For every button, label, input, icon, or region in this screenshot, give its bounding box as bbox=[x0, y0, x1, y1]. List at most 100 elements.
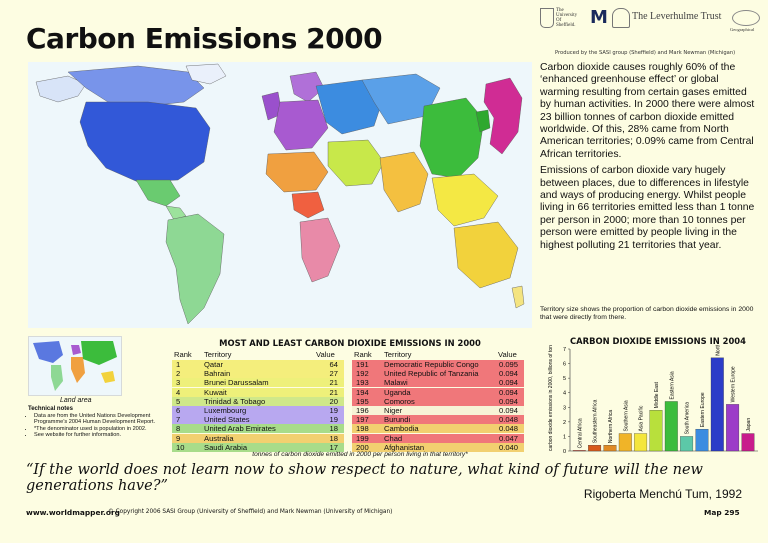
technical-notes: Technical notes Data are from the United… bbox=[28, 406, 168, 439]
bar bbox=[649, 410, 663, 452]
y-tick-label: 7 bbox=[563, 347, 566, 353]
south-america-region bbox=[165, 213, 225, 325]
value-cell: 0.040 bbox=[498, 442, 518, 452]
value-cell: 20 bbox=[329, 396, 338, 406]
rank-cell: 194 bbox=[356, 387, 369, 397]
central-africa-region bbox=[291, 191, 325, 219]
mini-australia bbox=[101, 371, 115, 383]
table-row: 200 Afghanistan 0.040 bbox=[352, 442, 524, 452]
partner-logos: The University Of Sheffield. M The Lever… bbox=[540, 8, 762, 52]
category-label: Central Africa bbox=[577, 418, 583, 448]
table-row: 7 United States 19 bbox=[172, 415, 344, 425]
rank-cell: 7 bbox=[176, 415, 181, 425]
southern-asia-region bbox=[379, 151, 429, 213]
leverhulme-crest-icon bbox=[612, 8, 630, 28]
table-title: MOST AND LEAST CARBON DIOXIDE EMISSIONS … bbox=[219, 338, 481, 348]
table-row: 10 Saudi Arabia 17 bbox=[172, 442, 344, 452]
value-cell: 19 bbox=[329, 406, 338, 415]
rank-cell: 8 bbox=[176, 424, 181, 434]
canada-region bbox=[67, 65, 205, 107]
table-row: 199 Chad 0.047 bbox=[352, 433, 524, 443]
territory-cell: Trinidad & Tobago bbox=[204, 396, 266, 406]
value-cell: 0.094 bbox=[498, 406, 518, 415]
value-cell: 21 bbox=[329, 378, 338, 388]
table-row: 194 Uganda 0.094 bbox=[352, 387, 524, 397]
value-cell: 0.048 bbox=[498, 415, 518, 425]
y-tick-label: 5 bbox=[563, 376, 566, 382]
table-row: 6 Luxembourg 19 bbox=[172, 406, 344, 415]
table-row: 3 Brunei Darussalam 21 bbox=[172, 378, 344, 388]
map-number: Map 295 bbox=[704, 508, 740, 517]
geographical-logo-text: Geographical bbox=[730, 27, 755, 32]
table-row: 192 United Republic of Tanzania 0.094 bbox=[352, 369, 524, 379]
emissions-bar-chart: carbon dioxide emissions in 2000, billio… bbox=[548, 345, 758, 455]
value-cell: 64 bbox=[329, 360, 338, 369]
header-value-least: Value bbox=[498, 350, 517, 359]
rank-cell: 199 bbox=[356, 433, 369, 443]
geographical-globe-icon bbox=[732, 10, 760, 26]
value-cell: 19 bbox=[329, 415, 338, 425]
sheffield-crest-icon bbox=[540, 8, 554, 28]
header-rank-least: Rank bbox=[354, 350, 372, 359]
table-row: 197 Burundi 0.048 bbox=[352, 415, 524, 425]
land-area-label: Land area bbox=[60, 397, 92, 404]
quote-author: Rigoberta Menchú Tum, 1992 bbox=[583, 487, 742, 501]
rank-cell: 1 bbox=[176, 360, 181, 369]
territory-cell: Niger bbox=[384, 406, 403, 415]
central-america-region bbox=[165, 205, 187, 221]
value-cell: 18 bbox=[329, 433, 338, 443]
table-row: 9 Australia 18 bbox=[172, 433, 344, 443]
category-label: Asia Pacific bbox=[639, 405, 645, 431]
world-cartogram bbox=[28, 62, 532, 328]
rank-cell: 3 bbox=[176, 378, 181, 388]
mexico-region bbox=[135, 179, 181, 207]
territory-cell: United Republic of Tanzania bbox=[384, 369, 479, 379]
table-row: 5 Trinidad & Tobago 20 bbox=[172, 396, 344, 406]
territory-cell: Bahrain bbox=[204, 369, 231, 379]
japan-region bbox=[483, 77, 523, 155]
bar bbox=[618, 433, 632, 452]
rank-cell: 196 bbox=[356, 406, 369, 415]
technical-notes-heading: Technical notes bbox=[28, 406, 73, 412]
korea-region bbox=[475, 109, 491, 133]
territory-cell: United States bbox=[204, 415, 250, 425]
bar bbox=[634, 433, 648, 452]
territory-cell: Chad bbox=[384, 433, 403, 443]
territory-cell: Qatar bbox=[204, 360, 223, 369]
emissions-table: Rank Territory Value Rank Territory Valu… bbox=[172, 350, 524, 452]
y-tick-label: 3 bbox=[563, 405, 566, 411]
territory-cell: Malawi bbox=[384, 378, 408, 388]
bar bbox=[741, 433, 755, 452]
value-cell: 27 bbox=[329, 369, 338, 379]
sheffield-logo-text: The University Of Sheffield. bbox=[556, 8, 578, 28]
category-label: Eastern Asia bbox=[669, 371, 675, 399]
asia-pacific-region bbox=[431, 173, 499, 227]
value-cell: 0.094 bbox=[498, 387, 518, 397]
greenland-region bbox=[185, 63, 227, 85]
table-row: 193 Malawi 0.094 bbox=[352, 378, 524, 388]
territory-cell: Luxembourg bbox=[204, 406, 247, 415]
rank-cell: 5 bbox=[176, 396, 181, 406]
middle-east-region bbox=[327, 139, 385, 187]
bar bbox=[710, 357, 724, 452]
mini-south-america bbox=[51, 365, 63, 391]
territory-cell: Democratic Republic Congo bbox=[384, 360, 479, 369]
technical-note: *The denominator used is population in 2… bbox=[34, 426, 168, 433]
territory-cell: Uganda bbox=[384, 387, 411, 397]
website-link[interactable]: www.worldmapper.org bbox=[26, 508, 120, 517]
table-row: 196 Niger 0.094 bbox=[352, 406, 524, 415]
table-footnote: tonnes of carbon dioxide emitted in 2000… bbox=[252, 451, 468, 458]
table-row: 8 United Arab Emirates 18 bbox=[172, 424, 344, 434]
north-africa-region bbox=[265, 151, 329, 193]
y-tick-label: 0 bbox=[563, 449, 566, 455]
western-europe-region bbox=[273, 99, 329, 151]
mini-asia bbox=[81, 341, 117, 365]
category-label: Southeastern Africa bbox=[593, 399, 599, 443]
bar bbox=[603, 445, 617, 452]
rank-cell: 2 bbox=[176, 369, 181, 379]
territory-cell: Comoros bbox=[384, 396, 415, 406]
mini-africa bbox=[71, 357, 85, 383]
y-tick-label: 1 bbox=[563, 434, 566, 440]
chart-title: CARBON DIOXIDE EMISSIONS IN 2004 bbox=[570, 336, 746, 346]
category-label: Northern Africa bbox=[608, 410, 614, 444]
